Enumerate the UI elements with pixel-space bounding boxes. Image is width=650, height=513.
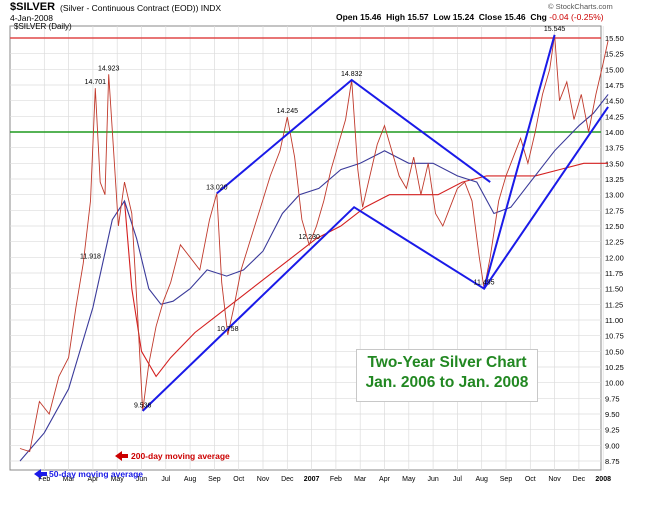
y-tick-label: 14.00	[605, 128, 624, 137]
x-tick-label: Jun	[136, 476, 147, 483]
open-value: 15.46	[360, 12, 382, 22]
price-annotation: 11.495	[474, 280, 495, 287]
y-tick-label: 15.50	[605, 34, 624, 43]
y-tick-label: 9.25	[605, 426, 620, 435]
contract-label: (Silver - Continuous Contract (EOD)) IND…	[60, 3, 222, 13]
y-tick-label: 14.25	[605, 112, 624, 121]
x-tick-label: Dec	[281, 476, 294, 483]
y-tick-label: 12.75	[605, 206, 624, 215]
low-value: 15.24	[452, 12, 475, 22]
y-tick-label: 11.00	[605, 316, 623, 325]
x-tick-label: Oct	[233, 476, 244, 483]
y-tick-label: 13.25	[605, 175, 624, 184]
price-annotation: 14.245	[277, 108, 299, 115]
y-tick-label: 15.00	[605, 65, 624, 74]
y-tick-label: 14.75	[605, 81, 624, 90]
x-tick-label: May	[402, 476, 416, 483]
close-value: 15.46	[504, 12, 526, 22]
x-tick-label: Oct	[525, 476, 536, 483]
price-annotation: 9.536	[134, 402, 152, 409]
y-tick-label: 11.75	[605, 269, 623, 278]
y-tick-label: 13.00	[605, 191, 624, 200]
y-tick-label: 10.25	[605, 363, 624, 372]
caption-line1: Two-Year Silver Chart	[367, 354, 527, 371]
chg-label: Chg	[530, 12, 547, 22]
trendline	[216, 78, 491, 195]
low-label: Low	[433, 12, 451, 22]
symbol-label: $SILVER	[10, 1, 56, 13]
ma200-legend-label: 200-day moving average	[131, 451, 230, 461]
y-tick-label: 10.75	[605, 332, 624, 341]
blue-arrow-icon	[34, 469, 47, 479]
caption-line2: Jan. 2006 to Jan. 2008	[365, 374, 529, 391]
x-tick-label: Mar	[63, 476, 76, 483]
x-tick-label: Apr	[379, 476, 391, 483]
high-value: 15.57	[407, 12, 429, 22]
x-tick-label: Mar	[354, 476, 367, 483]
price-annotation: 14.701	[85, 79, 107, 86]
x-tick-label: Aug	[475, 476, 488, 483]
x-tick-label: Sep	[500, 476, 513, 483]
x-tick-label: Jul	[161, 476, 170, 483]
red-arrow-icon	[115, 451, 128, 461]
y-tick-label: 13.75	[605, 144, 624, 153]
y-tick-label: 10.50	[605, 347, 624, 356]
y-tick-label: 12.25	[605, 238, 624, 247]
x-tick-label: Aug	[184, 476, 197, 483]
x-tick-label: Jun	[427, 476, 438, 483]
price-annotation: 14.923	[98, 65, 120, 72]
date-label: 4-Jan-2008	[10, 13, 54, 23]
x-tick-label: 2007	[304, 476, 320, 483]
chart-inner-label: $SILVER (Daily)	[14, 22, 72, 31]
y-tick-label: 12.50	[605, 222, 624, 231]
trendline	[142, 106, 609, 412]
price-annotation: 11.918	[80, 253, 101, 260]
price-annotation: 15.545	[544, 26, 566, 33]
x-tick-label: Nov	[257, 476, 270, 483]
price-annotation: 14.832	[341, 71, 363, 78]
open-label: Open	[336, 12, 358, 22]
high-label: High	[386, 12, 406, 22]
x-tick-label: Jul	[453, 476, 462, 483]
y-tick-label: 13.50	[605, 159, 624, 168]
y-tick-label: 9.75	[605, 394, 620, 403]
x-tick-label: Feb	[38, 476, 50, 483]
ma200-line	[123, 162, 609, 378]
y-tick-label: 9.00	[605, 441, 620, 450]
x-tick-label: Apr	[87, 476, 99, 483]
price-annotation: 13.020	[206, 184, 228, 191]
close-label: Close	[478, 12, 502, 22]
x-tick-label: Sep	[208, 476, 221, 483]
y-tick-label: 14.50	[605, 97, 624, 106]
y-tick-label: 11.50	[605, 285, 623, 294]
x-tick-label: Nov	[548, 476, 561, 483]
price-annotation: 10.758	[217, 326, 239, 333]
credit-label: © StockCharts.com	[548, 2, 613, 11]
caption-box: Two-Year Silver Chart Jan. 2006 to Jan. …	[356, 349, 538, 402]
ma50-legend-label: 50-day moving average	[49, 469, 143, 479]
y-tick-label: 10.00	[605, 379, 624, 388]
y-tick-label: 12.00	[605, 253, 624, 262]
y-tick-label: 8.75	[605, 457, 620, 466]
y-tick-label: 11.25	[605, 300, 623, 309]
price-annotation: 12.230	[298, 234, 320, 241]
chg-value: -0.04 (-0.25%)	[549, 12, 604, 22]
x-tick-label: Dec	[573, 476, 586, 483]
x-tick-label: May	[111, 476, 125, 483]
x-tick-label: 2008	[595, 476, 611, 483]
ma50-line	[19, 94, 609, 462]
x-tick-label: Feb	[330, 476, 342, 483]
y-tick-label: 15.25	[605, 50, 624, 59]
price-line	[19, 34, 609, 453]
trendline	[483, 34, 556, 289]
ohlc-readout: Open 15.46 High 15.57 Low 15.24 Close 15…	[336, 12, 604, 22]
y-tick-label: 9.50	[605, 410, 620, 419]
